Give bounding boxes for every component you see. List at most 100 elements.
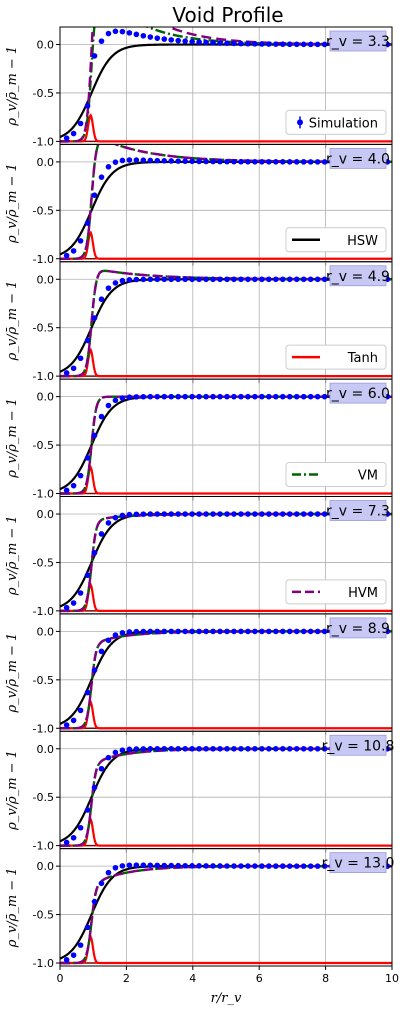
simulation-point: [154, 628, 161, 635]
simulation-point: [91, 315, 98, 321]
simulation-point: [133, 746, 140, 752]
y-tick-label: -0.5: [33, 87, 54, 100]
rv-badge-text: r_v = 4.0: [326, 151, 390, 167]
simulation-point: [112, 864, 119, 871]
panel-rv-6-0: -1.0 -0.5 0.0 ρ_v/ρ̄_m − 1 r_v = 6.0 VM: [5, 378, 393, 501]
simulation-point: [168, 276, 175, 283]
simulation-point: [238, 393, 244, 400]
legend-simulation: Simulation: [285, 109, 387, 135]
simulation-point: [63, 370, 70, 376]
simulation-point: [210, 628, 216, 635]
legend-label: Simulation: [309, 116, 378, 131]
simulation-point: [133, 276, 140, 283]
plot-area: [60, 862, 392, 965]
legend-hsw: HSW: [285, 227, 387, 253]
simulation-point: [77, 942, 84, 948]
simulation-point: [286, 41, 293, 48]
simulation-point: [147, 276, 154, 283]
simulation-point: [321, 628, 328, 635]
simulation-point: [307, 628, 314, 635]
simulation-point: [154, 157, 161, 164]
simulation-point: [293, 393, 300, 400]
simulation-point: [286, 159, 293, 165]
simulation-point: [175, 745, 181, 752]
y-axis-label: ρ_v/ρ̄_m − 1: [5, 867, 20, 948]
simulation-point: [231, 745, 237, 752]
simulation-point: [279, 41, 286, 47]
simulation-point: [189, 745, 195, 752]
simulation-point: [133, 628, 140, 635]
simulation-point: [63, 956, 70, 963]
simulation-point: [300, 628, 307, 635]
legend-marker: [297, 119, 303, 126]
x-tick-label: 0: [57, 972, 64, 985]
simulation-point: [273, 159, 279, 165]
simulation-point: [70, 717, 77, 724]
simulation-point: [119, 512, 126, 519]
simulation-point: [273, 863, 279, 869]
simulation-point: [307, 276, 314, 283]
simulation-point: [147, 511, 154, 517]
simulation-point: [63, 135, 70, 141]
panel-rv-8-9: -1.0 -0.5 0.0 ρ_v/ρ̄_m − 1 r_v = 8.9: [5, 613, 393, 736]
simulation-point: [98, 880, 105, 887]
simulation-point: [238, 40, 244, 47]
simulation-point: [279, 863, 286, 869]
simulation-point: [168, 628, 175, 635]
legend-label: HSW: [347, 234, 378, 249]
simulation-point: [231, 393, 237, 400]
simulation-point: [77, 238, 84, 244]
simulation-point: [293, 276, 300, 283]
simulation-point: [112, 28, 119, 35]
simulation-point: [252, 393, 258, 400]
simulation-point: [252, 158, 258, 165]
simulation-point: [140, 746, 147, 752]
simulation-point: [321, 863, 328, 869]
y-tick-label: -0.5: [33, 674, 54, 687]
simulation-point: [84, 689, 91, 696]
simulation-point: [224, 511, 230, 517]
simulation-point: [307, 41, 314, 48]
simulation-point: [147, 34, 154, 40]
simulation-point: [182, 745, 188, 752]
simulation-point: [126, 511, 133, 518]
simulation-point: [182, 276, 188, 283]
simulation-point: [133, 511, 140, 518]
panel-rv-4-9: -1.0 -0.5 0.0 ρ_v/ρ̄_m − 1 r_v = 4.9 Tanh: [5, 261, 393, 384]
simulation-point: [231, 276, 237, 283]
simulation-point: [175, 862, 181, 869]
simulation-point: [91, 53, 98, 59]
simulation-point: [266, 159, 272, 165]
simulation-point: [259, 158, 265, 165]
simulation-point: [84, 102, 91, 109]
vm-curve: [60, 395, 392, 495]
simulation-point: [245, 158, 251, 165]
y-tick-label: -1.0: [33, 253, 54, 266]
simulation-point: [112, 632, 119, 638]
y-tick-label: -0.5: [33, 791, 54, 804]
simulation-point: [259, 745, 265, 752]
simulation-point: [175, 37, 181, 44]
y-axis-label: ρ_v/ρ̄_m − 1: [5, 281, 20, 362]
tanh-curve: [60, 347, 392, 378]
simulation-point: [321, 511, 328, 517]
simulation-point: [70, 365, 77, 372]
simulation-point: [63, 252, 70, 259]
simulation-point: [133, 394, 140, 400]
simulation-point: [77, 824, 84, 831]
y-axis-label: ρ_v/ρ̄_m − 1: [5, 750, 20, 831]
simulation-point: [314, 628, 321, 635]
simulation-point: [259, 41, 265, 47]
simulation-point: [63, 604, 70, 611]
simulation-point: [119, 28, 126, 35]
rv-badge: [329, 30, 387, 52]
simulation-point: [105, 520, 112, 526]
y-tick-label: 0.0: [37, 39, 55, 52]
simulation-point: [147, 157, 154, 164]
simulation-point: [238, 863, 244, 869]
simulation-point: [161, 158, 168, 164]
simulation-point: [293, 159, 300, 165]
simulation-point: [70, 482, 77, 489]
simulation-point: [182, 862, 188, 869]
simulation-point: [203, 863, 209, 869]
